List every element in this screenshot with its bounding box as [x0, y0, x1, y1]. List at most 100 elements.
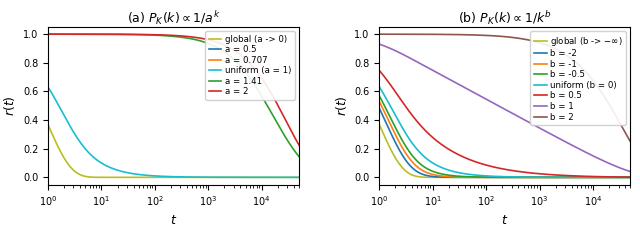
uniform (b = 0) [627, 176, 634, 179]
global (a -> 0) [126, 176, 134, 179]
uniform (b = 0) [534, 176, 541, 178]
global (a -> 0) [295, 176, 303, 179]
uniform (a = 1) [295, 176, 303, 179]
b = 2 [376, 33, 383, 36]
a = 2 [44, 33, 52, 36]
global (a -> 0) [44, 123, 52, 126]
b = 1 [376, 43, 383, 45]
b = -2 [406, 164, 413, 166]
b = -0.5 [558, 176, 566, 179]
b = 1 [406, 56, 413, 59]
uniform (a = 1) [227, 176, 234, 179]
a = 1.41 [74, 33, 82, 36]
global (b -> $-\infty$) [406, 172, 413, 175]
a = 1.41 [225, 54, 233, 57]
Title: (b) $P_K(k) \propto 1/k^b$: (b) $P_K(k) \propto 1/k^b$ [458, 9, 552, 27]
Line: b = -1: b = -1 [380, 102, 630, 177]
uniform (a = 1) [126, 172, 134, 174]
Line: b = 0.5: b = 0.5 [380, 70, 630, 177]
Y-axis label: $r(t)$: $r(t)$ [333, 95, 349, 116]
Title: (a) $P_K(k) \propto 1/a^k$: (a) $P_K(k) \propto 1/a^k$ [127, 9, 220, 27]
b = -2 [558, 176, 566, 179]
b = 2 [406, 33, 413, 36]
b = 2 [627, 140, 634, 143]
a = 1.41 [44, 33, 52, 36]
global (b -> $-\infty$) [559, 176, 566, 179]
Line: global (b -> $-\infty$): global (b -> $-\infty$) [380, 125, 630, 177]
b = 2 [534, 41, 541, 43]
uniform (a = 1) [202, 176, 210, 178]
b = 2 [557, 50, 564, 53]
b = -0.5 [376, 94, 383, 97]
b = -1 [558, 176, 566, 179]
b = -0.5 [475, 176, 483, 178]
b = 0.5 [406, 110, 413, 113]
b = 1 [557, 138, 564, 141]
uniform (a = 1) [225, 176, 233, 179]
b = 0.5 [475, 162, 483, 164]
b = -1 [458, 176, 465, 178]
global (b -> $-\infty$) [376, 123, 383, 126]
global (b -> $-\infty$) [458, 176, 465, 179]
a = 1.41 [126, 33, 134, 36]
b = 0.5 [534, 172, 541, 175]
a = 1.41 [202, 41, 210, 44]
global (b -> $-\infty$) [534, 176, 541, 179]
Y-axis label: $r(t)$: $r(t)$ [3, 95, 17, 116]
b = -1 [627, 176, 634, 179]
b = -0.5 [458, 175, 465, 178]
b = -1 [406, 157, 413, 160]
b = 1 [534, 126, 541, 128]
a = 1.41 [143, 34, 151, 36]
global (a -> 0) [198, 176, 205, 179]
Line: b = -0.5: b = -0.5 [380, 96, 630, 177]
Legend: global (b -> $-\infty$), b = -2, b = -1, b = -0.5, uniform (b = 0), b = 0.5, b =: global (b -> $-\infty$), b = -2, b = -1,… [530, 31, 626, 125]
b = 1 [627, 170, 634, 173]
global (a -> 0) [227, 176, 235, 179]
a = 1.41 [295, 155, 303, 158]
a = 2 [225, 46, 233, 49]
a = 2 [295, 144, 303, 146]
b = -2 [534, 176, 541, 179]
uniform (b = 0) [406, 138, 413, 141]
uniform (a = 1) [143, 174, 151, 177]
Line: global (a -> 0): global (a -> 0) [48, 125, 299, 177]
uniform (b = 0) [557, 176, 564, 179]
a = 2 [202, 38, 210, 40]
b = -0.5 [557, 176, 564, 179]
global (b -> $-\infty$) [529, 176, 537, 179]
global (a -> 0) [143, 176, 151, 179]
b = -0.5 [406, 151, 413, 153]
global (b -> $-\infty$) [475, 176, 483, 179]
b = 1 [475, 94, 483, 97]
b = 1 [458, 84, 465, 87]
b = 0.5 [376, 69, 383, 72]
Line: uniform (a = 1): uniform (a = 1) [48, 87, 299, 177]
a = 1.41 [227, 55, 234, 58]
global (a -> 0) [74, 172, 82, 175]
b = -1 [557, 176, 564, 179]
b = 0.5 [458, 155, 465, 157]
Line: uniform (b = 0): uniform (b = 0) [380, 87, 630, 177]
X-axis label: $t$: $t$ [501, 214, 509, 225]
Line: b = 2: b = 2 [380, 34, 630, 142]
Line: a = 2: a = 2 [48, 34, 299, 145]
b = 0.5 [557, 174, 564, 177]
global (a -> 0) [203, 176, 211, 179]
a = 2 [143, 33, 151, 36]
uniform (b = 0) [376, 86, 383, 88]
uniform (b = 0) [558, 176, 566, 179]
a = 2 [74, 33, 82, 36]
b = 1 [558, 139, 566, 141]
a = 2 [227, 47, 234, 49]
uniform (b = 0) [475, 174, 483, 177]
b = 2 [458, 33, 465, 36]
b = -1 [534, 176, 541, 179]
global (b -> $-\infty$) [627, 176, 634, 179]
b = -1 [475, 176, 483, 179]
uniform (a = 1) [44, 86, 52, 88]
b = -2 [557, 176, 564, 179]
b = -1 [376, 100, 383, 103]
b = -2 [475, 176, 483, 179]
b = -2 [376, 107, 383, 110]
